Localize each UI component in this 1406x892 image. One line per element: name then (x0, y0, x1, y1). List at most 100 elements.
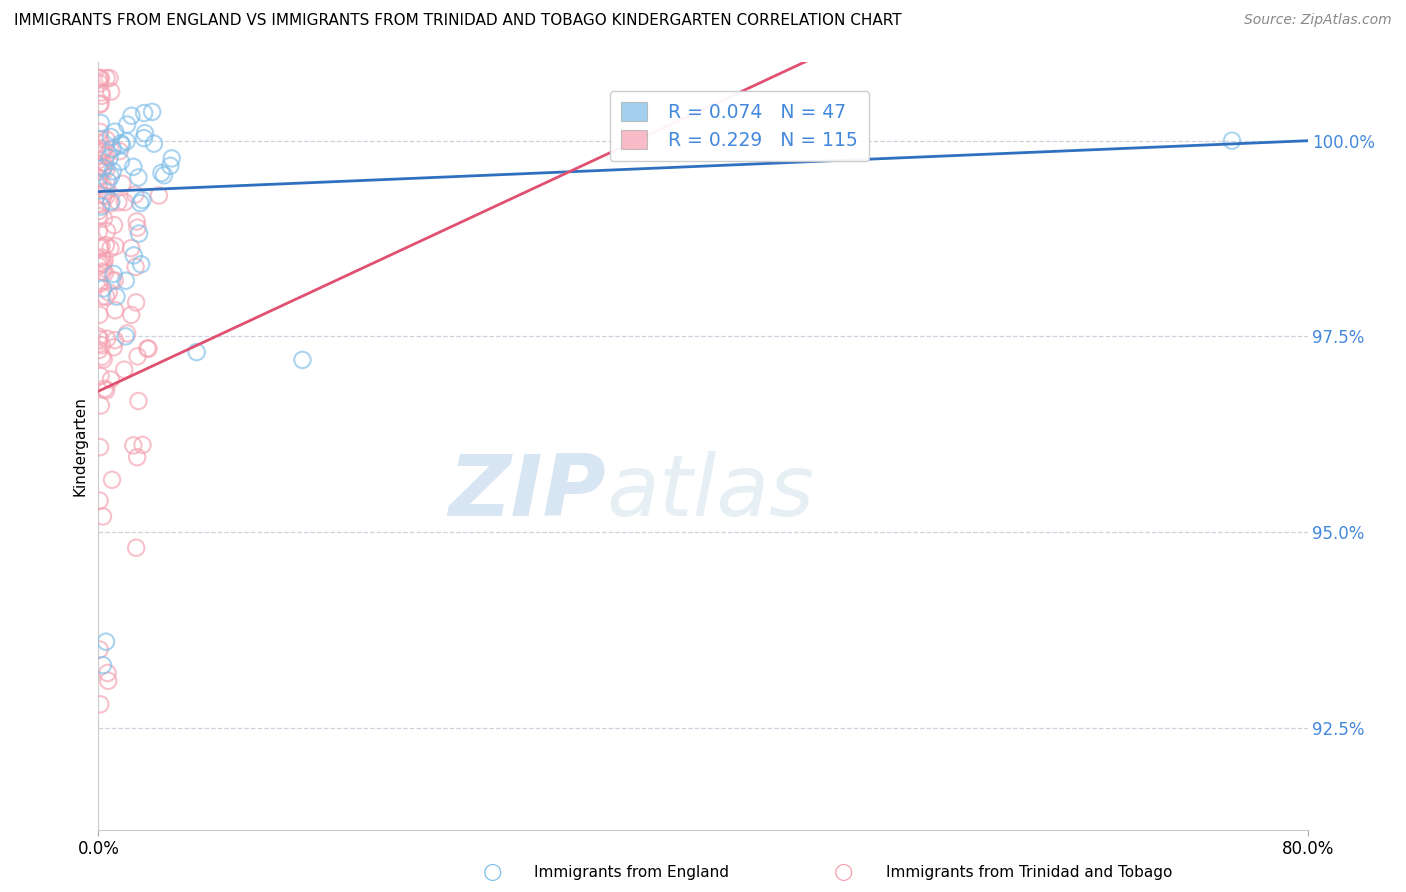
Point (110, 154, 132, 169)
Point (90, 88, 112, 103)
Point (89, 440, 111, 454)
Point (142, 136, 165, 151)
Point (122, 160, 145, 174)
Point (138, 342, 160, 356)
Point (136, 342, 159, 356)
Point (114, 195, 136, 210)
Point (87, 259, 110, 273)
Point (125, 541, 148, 555)
Point (124, 187, 146, 202)
Point (101, 473, 124, 487)
Point (104, 303, 127, 318)
Point (96, 189, 118, 203)
Point (100, 194, 122, 209)
Point (120, 241, 142, 255)
Point (90, 136, 112, 151)
Point (291, 352, 314, 367)
Point (91, 338, 114, 352)
Point (90, 116, 112, 130)
Point (89, 332, 111, 346)
Point (153, 168, 176, 182)
Point (89, 698, 111, 712)
Point (112, 362, 135, 376)
Point (124, 260, 146, 274)
Point (100, 242, 122, 256)
Point (87, 71, 110, 86)
Point (94, 266, 117, 280)
Point (93, 256, 115, 270)
Text: ○: ○ (482, 863, 502, 882)
Point (93, 352, 115, 367)
Point (87, 204, 110, 219)
Point (89, 97, 111, 112)
Point (90, 239, 112, 253)
Point (94, 162, 117, 177)
Point (96, 332, 118, 346)
Point (89, 71, 111, 86)
Point (115, 134, 138, 148)
Point (91, 145, 114, 159)
Point (93, 161, 115, 175)
Point (131, 193, 153, 207)
Point (96, 665, 118, 680)
Point (120, 308, 142, 322)
Point (131, 438, 153, 452)
Point (90, 399, 112, 413)
Point (94, 184, 117, 198)
Point (127, 349, 149, 363)
Point (90, 86, 112, 100)
Point (100, 85, 122, 99)
Point (89, 343, 111, 357)
Point (127, 450, 149, 465)
Point (87, 161, 110, 175)
Point (93, 142, 115, 156)
Point (141, 104, 163, 119)
Point (96, 133, 118, 147)
Point (91, 658, 114, 673)
Point (104, 333, 127, 347)
Point (94, 290, 117, 304)
Point (186, 345, 208, 359)
Point (122, 248, 145, 262)
Point (101, 273, 124, 287)
Point (105, 290, 128, 304)
Point (87, 170, 110, 185)
Point (127, 394, 149, 409)
Point (107, 195, 129, 210)
Point (100, 196, 122, 211)
Point (98, 71, 121, 86)
Point (96, 149, 118, 163)
Point (125, 295, 148, 310)
Point (94, 382, 117, 396)
Text: Source: ZipAtlas.com: Source: ZipAtlas.com (1244, 13, 1392, 28)
Point (110, 136, 132, 151)
Text: ZIP: ZIP (449, 450, 606, 533)
Point (101, 142, 124, 156)
Point (89, 277, 111, 291)
Y-axis label: Kindergarten: Kindergarten (72, 396, 87, 496)
Point (104, 239, 127, 253)
Point (111, 177, 134, 191)
Point (94, 238, 117, 252)
Point (122, 438, 145, 452)
Point (89, 308, 111, 322)
Point (132, 131, 155, 145)
Point (108, 144, 131, 158)
Point (148, 188, 170, 202)
Point (134, 106, 156, 120)
Point (96, 224, 118, 238)
Point (89, 642, 111, 657)
Point (129, 257, 152, 271)
Text: IMMIGRANTS FROM ENGLAND VS IMMIGRANTS FROM TRINIDAD AND TOBAGO KINDERGARTEN CORR: IMMIGRANTS FROM ENGLAND VS IMMIGRANTS FR… (14, 13, 901, 29)
Point (98, 151, 121, 165)
Point (90, 96, 112, 111)
Point (100, 143, 122, 157)
Point (89, 132, 111, 146)
Point (104, 125, 127, 139)
Point (121, 109, 143, 123)
Point (100, 130, 122, 145)
Point (94, 634, 117, 648)
Point (127, 220, 149, 235)
Point (128, 227, 150, 241)
Point (91, 350, 114, 364)
